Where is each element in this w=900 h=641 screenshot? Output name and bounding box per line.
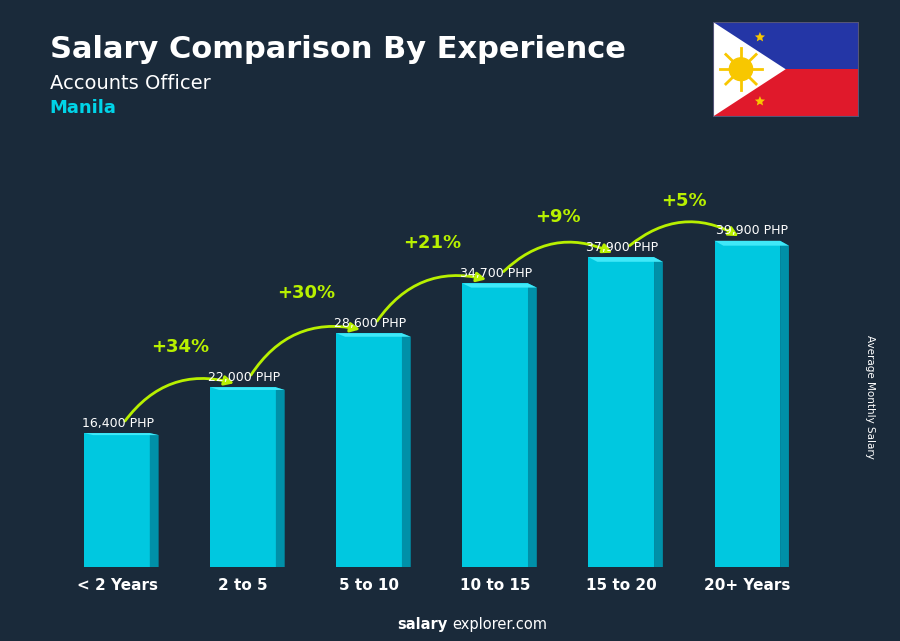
- Text: 28,600 PHP: 28,600 PHP: [334, 317, 406, 329]
- Polygon shape: [402, 333, 410, 567]
- FancyArrowPatch shape: [251, 324, 357, 375]
- Polygon shape: [713, 22, 786, 117]
- Polygon shape: [276, 387, 284, 567]
- Polygon shape: [528, 283, 536, 567]
- Text: 22,000 PHP: 22,000 PHP: [208, 370, 280, 384]
- Polygon shape: [337, 333, 410, 337]
- Bar: [85, 433, 149, 567]
- Text: 34,700 PHP: 34,700 PHP: [460, 267, 532, 279]
- FancyArrowPatch shape: [503, 242, 609, 272]
- Polygon shape: [463, 283, 536, 288]
- Polygon shape: [755, 32, 765, 42]
- Text: 16,400 PHP: 16,400 PHP: [82, 417, 154, 429]
- Text: explorer.com: explorer.com: [453, 617, 548, 633]
- Bar: [463, 283, 528, 567]
- Polygon shape: [698, 64, 708, 74]
- Text: Average Monthly Salary: Average Monthly Salary: [865, 335, 876, 460]
- Polygon shape: [715, 241, 789, 246]
- Polygon shape: [780, 241, 789, 567]
- Circle shape: [729, 58, 752, 81]
- Polygon shape: [85, 433, 158, 435]
- Text: salary: salary: [397, 617, 447, 633]
- Bar: [589, 257, 654, 567]
- Text: Manila: Manila: [50, 99, 116, 117]
- FancyArrowPatch shape: [630, 222, 736, 246]
- Polygon shape: [211, 387, 284, 390]
- Polygon shape: [713, 22, 859, 69]
- Polygon shape: [149, 433, 158, 567]
- Bar: [211, 387, 276, 567]
- Text: 39,900 PHP: 39,900 PHP: [716, 224, 788, 237]
- FancyArrowPatch shape: [377, 273, 483, 321]
- Polygon shape: [654, 257, 663, 567]
- Text: Accounts Officer: Accounts Officer: [50, 74, 211, 93]
- Bar: [715, 241, 780, 567]
- Text: +9%: +9%: [536, 208, 581, 226]
- Text: +34%: +34%: [151, 338, 209, 356]
- Text: Salary Comparison By Experience: Salary Comparison By Experience: [50, 35, 625, 64]
- Bar: [713, 22, 859, 69]
- Bar: [337, 333, 402, 567]
- Bar: [713, 69, 859, 117]
- Text: +21%: +21%: [403, 234, 461, 253]
- Polygon shape: [589, 257, 663, 262]
- Polygon shape: [755, 96, 765, 106]
- Text: 37,900 PHP: 37,900 PHP: [586, 240, 658, 254]
- FancyArrowPatch shape: [125, 377, 231, 421]
- Text: +30%: +30%: [277, 284, 335, 302]
- Text: +5%: +5%: [662, 192, 707, 210]
